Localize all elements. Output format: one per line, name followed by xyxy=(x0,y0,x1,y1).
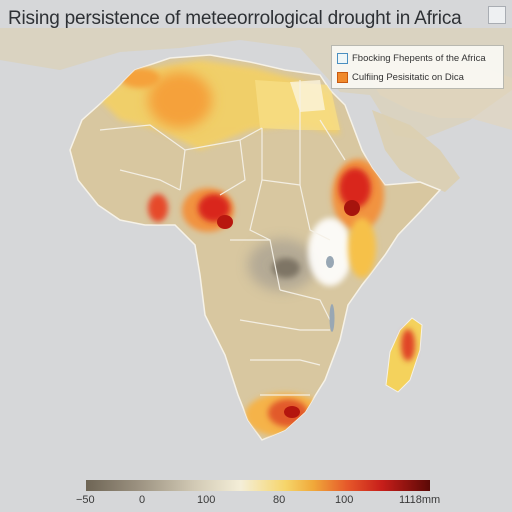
map-title: Rising persistence of meteeorrological d… xyxy=(8,8,462,29)
arabian-peninsula xyxy=(372,110,460,192)
colorbar xyxy=(86,480,430,491)
africa-landmass xyxy=(69,54,442,441)
colorbar-tick: 0 xyxy=(139,494,146,506)
legend-swatch xyxy=(337,72,348,83)
legend-label: Culfiing Pesisitatic on Dica xyxy=(352,72,464,83)
colorbar-tick: −50 xyxy=(76,494,95,506)
colorbar-tick: 100 xyxy=(335,494,354,506)
map-legend: Fbocking Fhepents of the Africa Culfiing… xyxy=(331,45,504,89)
corner-toggle[interactable] xyxy=(488,6,506,24)
colorbar-tick: 80 xyxy=(273,494,286,506)
colorbar-tick: 1118mm xyxy=(399,494,441,506)
colorbar-tick: 100 xyxy=(197,494,216,506)
legend-item: Fbocking Fhepents of the Africa xyxy=(337,49,498,68)
legend-swatch xyxy=(337,53,348,64)
legend-label: Fbocking Fhepents of the Africa xyxy=(352,53,486,64)
legend-item: Culfiing Pesisitatic on Dica xyxy=(337,68,498,87)
